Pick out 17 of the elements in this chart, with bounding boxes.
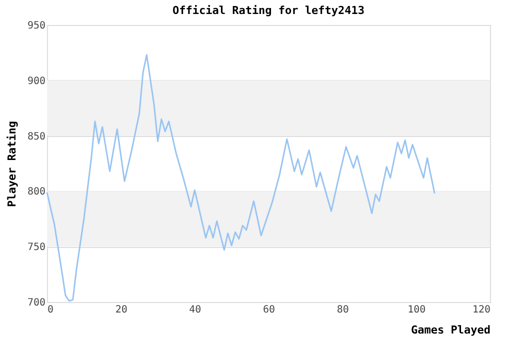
x-tick-label: 60 [262,304,276,316]
x-axis-title: Games Played [411,324,490,336]
line-series [46,54,436,302]
y-tick-label: 700 [27,298,46,308]
x-tick-label: 120 [472,304,490,316]
y-tick-label: 750 [27,242,46,254]
y-axis-title: Player Rating [5,120,18,208]
chart-title: Official Rating for lefty2413 [172,4,365,17]
x-tick-label: 0 [48,304,54,316]
y-tick-label: 850 [27,131,46,142]
y-tick-label: 800 [27,186,46,198]
x-tick-label: 100 [408,304,426,316]
x-tick-label: 20 [115,304,128,316]
y-tick-label: 900 [27,76,46,87]
y-tick-label: 950 [27,20,46,32]
x-tick-label: 80 [336,304,349,316]
x-tick-label: 40 [189,304,202,316]
